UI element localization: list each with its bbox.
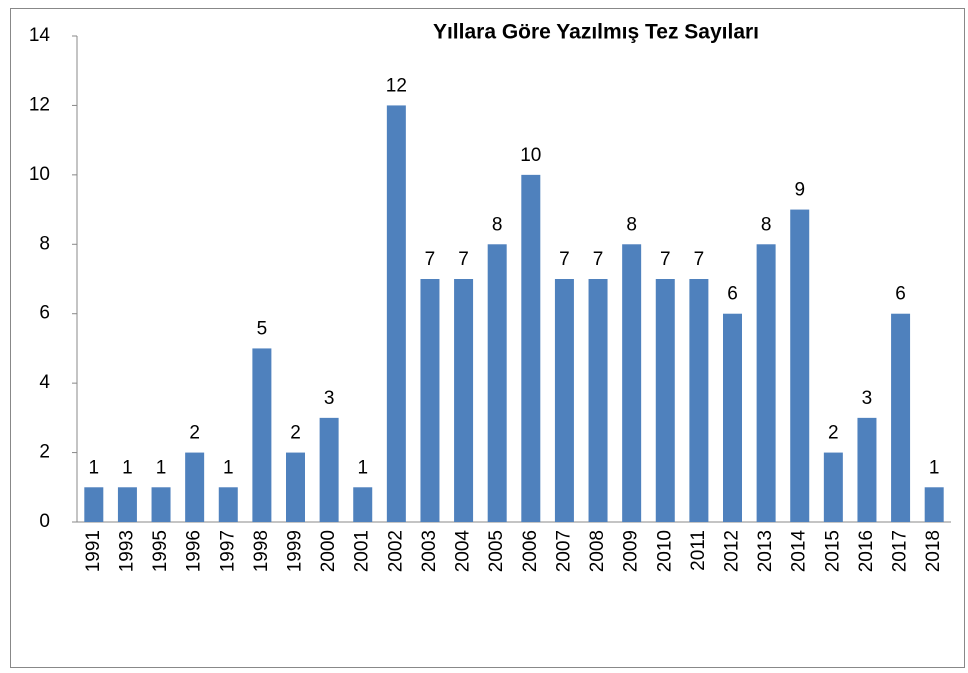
value-label: 9 (794, 180, 805, 201)
x-tick-label: 2014 (789, 530, 810, 573)
y-tick-label: 10 (29, 164, 50, 185)
value-label: 10 (520, 145, 541, 166)
x-tick-label: 2007 (553, 530, 574, 572)
x-tick-label: 1999 (285, 530, 306, 572)
bar (521, 174, 541, 522)
bar (117, 487, 137, 522)
value-label: 3 (324, 388, 335, 409)
value-label: 7 (425, 249, 436, 270)
value-label: 1 (89, 457, 100, 478)
value-label: 8 (626, 214, 637, 235)
value-label: 6 (727, 284, 738, 305)
x-tick-label: 2017 (890, 530, 911, 572)
bar (756, 244, 776, 523)
bar (655, 279, 675, 522)
bar (319, 417, 339, 522)
value-label: 8 (492, 214, 503, 235)
x-tick-label: 2008 (587, 530, 608, 572)
x-tick-label: 2018 (923, 530, 944, 572)
x-tick-label: 1991 (83, 530, 104, 572)
x-tick-label: 2011 (688, 530, 709, 571)
x-tick-label: 2005 (486, 530, 507, 572)
y-tick-label: 8 (39, 233, 50, 254)
bar (353, 487, 373, 522)
y-tick-label: 14 (29, 25, 51, 46)
value-label: 1 (929, 457, 940, 478)
value-label: 7 (660, 249, 671, 270)
bar (454, 279, 474, 522)
value-label: 1 (122, 457, 133, 478)
y-tick-label: 4 (39, 372, 50, 393)
bar (924, 487, 944, 522)
value-label: 2 (828, 423, 839, 444)
x-tick-label: 2012 (722, 530, 743, 572)
value-label: 1 (357, 457, 368, 478)
x-tick-label: 2000 (318, 530, 339, 572)
chart-title: Yıllara Göre Yazılmış Tez Sayıları (433, 21, 759, 44)
bar (185, 452, 205, 522)
value-label: 5 (257, 318, 268, 339)
y-tick-label: 0 (39, 511, 50, 532)
x-tick-label: 2016 (856, 530, 877, 572)
bar (286, 452, 305, 522)
bar (891, 313, 911, 522)
bar (857, 417, 877, 522)
x-tick-label: 2013 (755, 530, 776, 572)
x-tick-label: 2010 (654, 530, 675, 572)
value-label: 2 (290, 423, 301, 444)
x-tick-label: 2003 (419, 530, 440, 572)
value-label: 7 (559, 249, 570, 270)
bar (151, 487, 171, 522)
x-tick-label: 1998 (251, 530, 272, 572)
bar (554, 279, 574, 522)
bar (386, 105, 406, 522)
value-label: 2 (189, 423, 200, 444)
x-tick-label: 2009 (621, 530, 642, 572)
bar (487, 244, 507, 523)
value-label: 12 (386, 75, 407, 96)
bar (790, 209, 810, 523)
bar (420, 279, 440, 522)
value-label: 7 (694, 249, 705, 270)
x-tick-label: 1993 (116, 530, 137, 572)
value-label: 6 (895, 284, 906, 305)
x-tick-label: 1996 (184, 530, 205, 572)
x-tick-label: 2015 (822, 530, 843, 572)
y-tick-label: 12 (29, 94, 50, 115)
bar (823, 452, 843, 522)
bar (84, 487, 104, 522)
bar (252, 348, 272, 522)
x-tick-label: 2006 (520, 530, 541, 572)
value-label: 7 (458, 249, 469, 270)
x-tick-label: 2002 (385, 530, 406, 572)
bar (723, 313, 742, 522)
value-label: 1 (156, 457, 167, 478)
y-tick-label: 2 (39, 442, 50, 463)
value-label: 7 (593, 249, 604, 270)
bar (588, 279, 608, 522)
value-label: 8 (761, 214, 772, 235)
value-label: 1 (223, 457, 234, 478)
bar (218, 487, 238, 522)
bar (689, 279, 709, 522)
value-label: 3 (862, 388, 873, 409)
y-tick-label: 6 (39, 303, 50, 324)
x-tick-label: 1995 (150, 530, 171, 572)
x-tick-label: 2001 (352, 530, 373, 572)
x-tick-label: 1997 (217, 530, 238, 572)
bar (622, 244, 642, 523)
x-tick-label: 2004 (453, 530, 474, 573)
